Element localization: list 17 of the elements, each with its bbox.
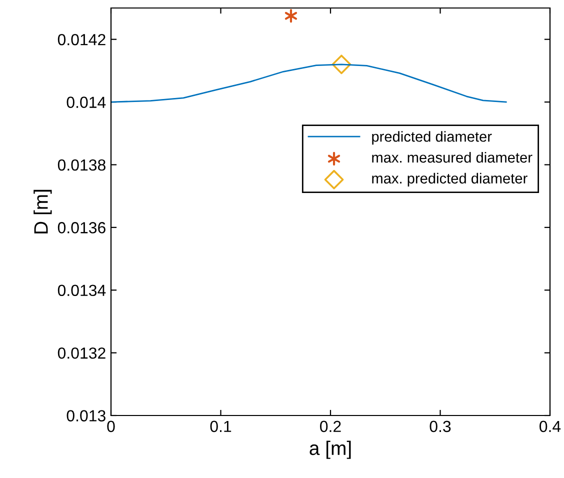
x-tick-label: 0 [107, 420, 115, 432]
y-tick-label: 0.0132 [58, 347, 106, 359]
y-tick-label: 0.0138 [58, 159, 106, 171]
y-tick-label: 0.0134 [58, 284, 106, 296]
legend-label: predicted diameter [372, 131, 492, 145]
y-axis-title: D [m] [34, 190, 52, 234]
x-tick-label: 0.1 [210, 420, 232, 432]
y-tick-label: 0.013 [66, 410, 106, 422]
x-tick-label: 0.3 [430, 420, 451, 432]
y-tick-label: 0.0142 [58, 34, 106, 46]
x-tick-label: 0.4 [540, 420, 561, 432]
legend-label: max. predicted diameter [372, 172, 528, 186]
y-tick-label: 0.014 [66, 96, 106, 108]
x-axis-title: a [m] [310, 440, 351, 459]
legend-label: max. measured diameter [372, 152, 532, 163]
y-tick-label: 0.0136 [58, 222, 106, 234]
x-tick-label: 0.2 [320, 420, 341, 432]
